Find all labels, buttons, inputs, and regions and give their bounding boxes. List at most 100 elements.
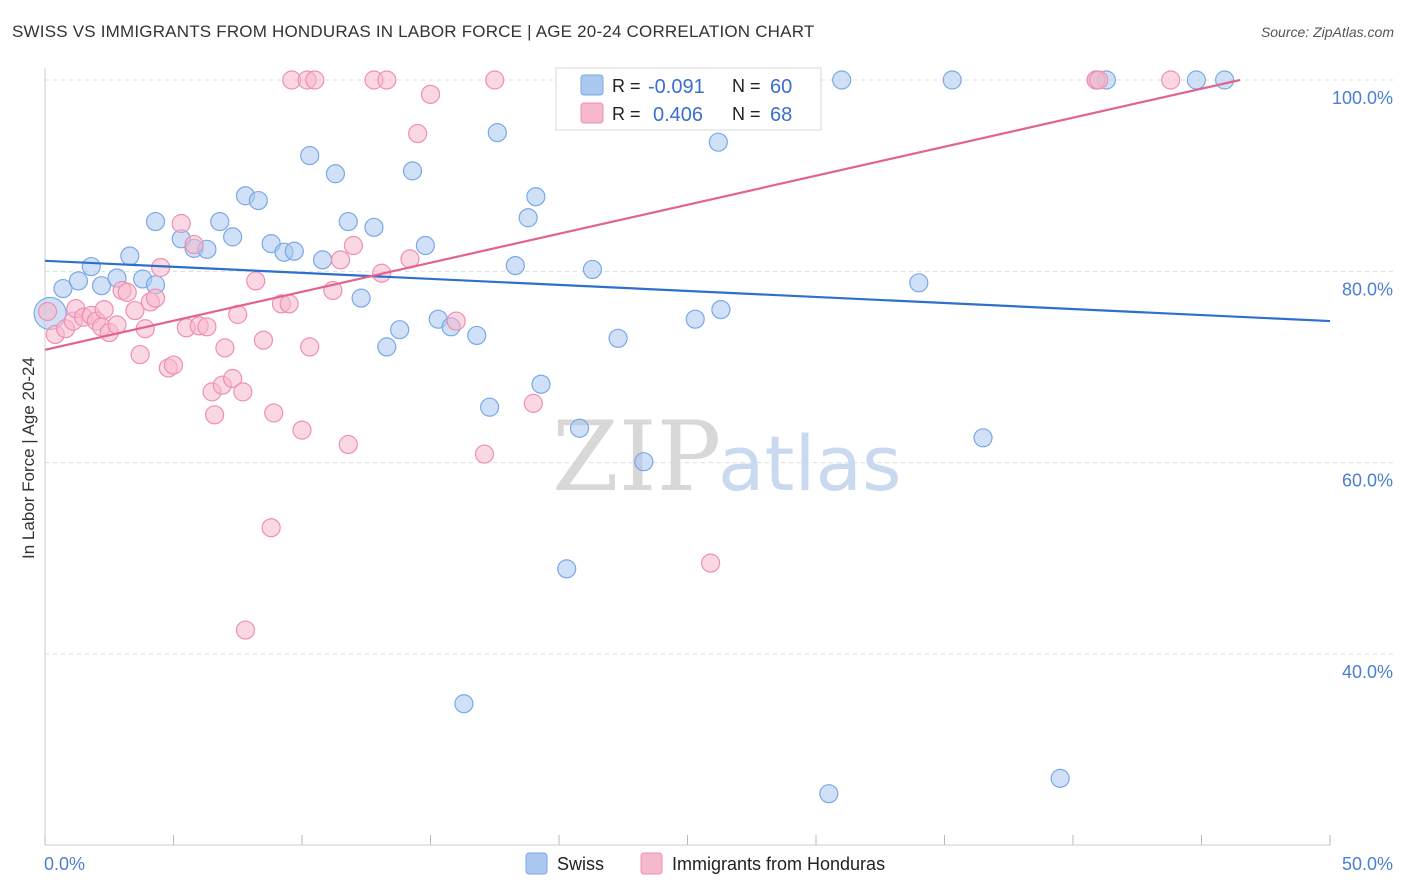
y-tick-label: 60.0% bbox=[1342, 471, 1393, 491]
grid-lines bbox=[45, 79, 1395, 655]
point-honduras bbox=[163, 355, 184, 375]
chart-title: SWISS VS IMMIGRANTS FROM HONDURAS IN LAB… bbox=[12, 22, 815, 41]
point-swiss bbox=[685, 309, 705, 329]
point-honduras bbox=[130, 344, 150, 365]
point-swiss bbox=[325, 164, 346, 184]
point-honduras bbox=[253, 330, 274, 350]
x-tick-labels: 0.0% 50.0% bbox=[44, 854, 1393, 874]
bottom-legend-label-honduras: Immigrants from Honduras bbox=[672, 854, 885, 874]
point-swiss bbox=[1215, 70, 1235, 90]
point-swiss bbox=[505, 255, 525, 276]
bottom-legend-swatch-honduras bbox=[640, 852, 663, 875]
y-tick-labels: 100.0% 80.0% 60.0% 40.0% bbox=[1332, 88, 1393, 682]
point-swiss bbox=[909, 273, 929, 293]
bottom-legend-label-swiss: Swiss bbox=[557, 854, 604, 874]
legend-r-label: R = bbox=[612, 76, 641, 96]
point-swiss bbox=[711, 300, 731, 320]
point-honduras bbox=[1089, 70, 1109, 90]
y-tick-label: 80.0% bbox=[1342, 279, 1393, 299]
point-swiss bbox=[1186, 70, 1206, 90]
point-swiss bbox=[223, 227, 243, 247]
point-honduras bbox=[233, 382, 253, 402]
point-honduras bbox=[701, 553, 721, 573]
point-honduras bbox=[223, 368, 243, 389]
point-swiss bbox=[284, 241, 304, 261]
legend-r-value: -0.091 bbox=[648, 76, 705, 98]
point-honduras bbox=[330, 250, 351, 270]
point-honduras bbox=[125, 300, 145, 321]
point-honduras bbox=[408, 123, 428, 144]
y-tick-label: 100.0% bbox=[1332, 88, 1393, 108]
point-swiss bbox=[377, 337, 397, 357]
legend-r-value: 0.406 bbox=[653, 104, 703, 126]
watermark: ZIP atlas bbox=[552, 401, 902, 513]
point-swiss bbox=[91, 276, 112, 296]
point-swiss bbox=[364, 217, 384, 237]
trend-line-swiss bbox=[44, 259, 1331, 323]
point-swiss bbox=[390, 320, 410, 340]
point-honduras bbox=[300, 337, 320, 357]
point-honduras bbox=[338, 434, 358, 455]
point-swiss bbox=[942, 70, 962, 90]
source-label: Source: ZipAtlas.com bbox=[1260, 24, 1394, 40]
legend-n-label: N = bbox=[732, 104, 761, 124]
scatter-points bbox=[33, 70, 1235, 804]
legend-n-label: N = bbox=[732, 76, 761, 96]
legend-n-value: 60 bbox=[770, 76, 792, 98]
trend-line-honduras bbox=[44, 78, 1241, 351]
point-swiss bbox=[569, 418, 590, 438]
y-axis-label: In Labor Force | Age 20-24 bbox=[19, 357, 38, 559]
bottom-legend: Swiss Immigrants from Honduras bbox=[525, 852, 885, 875]
point-swiss bbox=[338, 211, 358, 232]
point-swiss bbox=[454, 694, 474, 714]
point-swiss bbox=[480, 397, 500, 417]
axes bbox=[44, 68, 1331, 846]
point-honduras bbox=[1161, 70, 1181, 90]
legend-box: R = -0.091 N = 60 R = 0.406 N = 68 bbox=[555, 67, 822, 131]
legend-r-label: R = bbox=[612, 104, 641, 124]
point-honduras bbox=[145, 288, 166, 308]
point-honduras bbox=[197, 317, 217, 337]
bottom-legend-swatch-swiss bbox=[525, 852, 548, 875]
point-swiss bbox=[526, 187, 546, 207]
point-honduras bbox=[171, 213, 191, 234]
point-honduras bbox=[246, 271, 266, 291]
point-honduras bbox=[261, 518, 281, 538]
x-tick-label: 50.0% bbox=[1342, 854, 1393, 874]
point-swiss bbox=[531, 374, 551, 394]
point-swiss bbox=[248, 190, 268, 211]
point-honduras bbox=[343, 235, 363, 256]
trend-lines bbox=[44, 78, 1331, 351]
point-swiss bbox=[973, 428, 993, 448]
point-swiss bbox=[832, 70, 852, 90]
point-honduras bbox=[94, 300, 114, 320]
point-honduras bbox=[292, 420, 312, 440]
point-swiss bbox=[53, 278, 73, 299]
point-honduras bbox=[235, 620, 256, 640]
point-swiss bbox=[415, 235, 435, 256]
point-honduras bbox=[420, 84, 441, 104]
point-swiss bbox=[68, 271, 89, 291]
point-swiss bbox=[467, 325, 487, 346]
point-swiss bbox=[312, 250, 333, 270]
point-honduras bbox=[446, 311, 466, 331]
point-honduras bbox=[474, 444, 495, 464]
point-swiss bbox=[518, 208, 538, 228]
point-honduras bbox=[117, 282, 137, 302]
point-swiss bbox=[487, 123, 507, 143]
point-swiss bbox=[210, 211, 230, 232]
point-swiss bbox=[634, 452, 654, 472]
legend-swatch-swiss bbox=[580, 74, 604, 96]
point-swiss bbox=[351, 288, 371, 308]
point-honduras bbox=[184, 234, 204, 255]
point-honduras bbox=[264, 403, 284, 423]
point-honduras bbox=[215, 338, 235, 358]
x-tick-label: 0.0% bbox=[44, 854, 85, 874]
y-tick-label: 40.0% bbox=[1342, 662, 1393, 682]
point-swiss bbox=[145, 211, 166, 232]
point-honduras bbox=[377, 70, 397, 90]
point-honduras bbox=[305, 70, 325, 90]
point-swiss bbox=[81, 256, 101, 277]
point-honduras bbox=[485, 70, 505, 90]
